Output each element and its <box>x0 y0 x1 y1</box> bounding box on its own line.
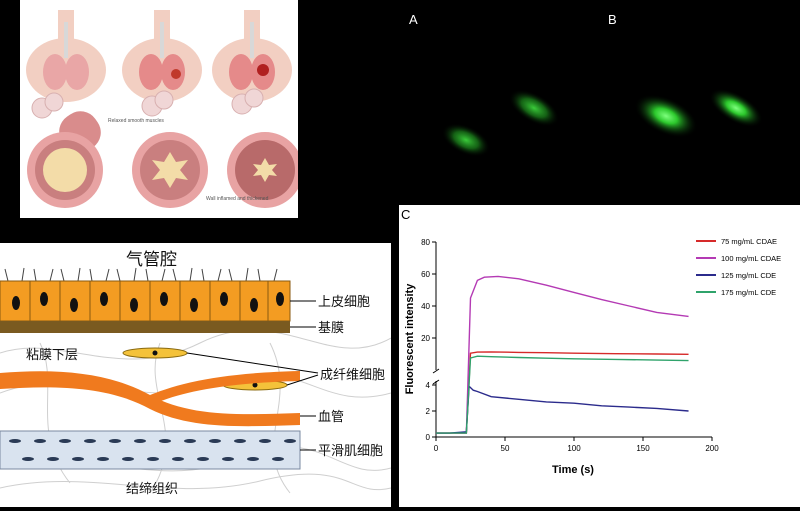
torso-normal <box>26 10 106 102</box>
bronchus-normal <box>27 92 103 208</box>
smooth-muscle-nuclei <box>9 439 296 461</box>
cell-glow-b2 <box>709 88 763 128</box>
label-relaxed-muscles: Relaxed smooth muscles <box>108 118 164 124</box>
airway-illustration: Relaxed smooth muscles Wall inflamed and… <box>20 0 303 218</box>
micrograph-b-svg <box>634 88 763 138</box>
torso-severe <box>212 10 292 102</box>
bronchus-inflamed <box>227 88 303 208</box>
x-tick-label: 0 <box>434 444 439 453</box>
label-lamina: 粘膜下层 <box>26 347 78 362</box>
label-wall-inflamed: Wall inflamed and thickened <box>206 196 269 202</box>
tissue-diagram: 气管腔 上皮细胞 基膜 粘膜下层 成纤维细胞 血管 平滑肌细胞 结缔组织 <box>0 243 392 507</box>
x-tick-label: 100 <box>567 444 581 453</box>
series-line-4 <box>436 355 689 434</box>
basement-membrane <box>0 321 290 333</box>
y-axis-label: Fluorescent intensity <box>404 283 416 395</box>
cell-glow-a2 <box>508 89 560 127</box>
label-basement: 基膜 <box>318 320 344 335</box>
axis-break-mark <box>432 379 440 385</box>
legend-entry: 125 mg/mL CDE <box>721 271 776 280</box>
y-tick-label: 80 <box>421 238 430 247</box>
bronchus-constricted <box>132 90 208 208</box>
y-tick-label: 40 <box>421 302 430 311</box>
axis-break-mark <box>432 368 440 374</box>
x-axis-label: Time (s) <box>552 464 594 476</box>
pointer-lines <box>186 300 319 451</box>
y-tick-label: 4 <box>426 381 431 390</box>
label-fibroblast: 成纤维细胞 <box>320 367 385 382</box>
legend-entry: 175 mg/mL CDE <box>721 288 776 297</box>
y-tick-label: 60 <box>421 270 430 279</box>
y-tick-label: 0 <box>426 433 431 442</box>
cell-glow-b1 <box>634 94 698 138</box>
series-line-3 <box>436 384 689 434</box>
x-tick-label: 150 <box>636 444 650 453</box>
cell-borders <box>29 281 269 321</box>
y-tick-label: 20 <box>421 334 430 343</box>
series-line-1 <box>436 351 689 434</box>
label-connective: 结缔组织 <box>126 481 178 496</box>
torso-asthma <box>122 10 202 102</box>
legend-entry: 75 mg/mL CDAE <box>721 237 777 246</box>
series-line-2 <box>436 275 689 434</box>
label-smooth-muscle: 平滑肌细胞 <box>318 443 383 458</box>
chart-legend: 75 mg/mL CDAE 100 mg/mL CDAE 125 mg/mL CDE… <box>696 237 781 297</box>
micrograph-a-svg <box>441 89 560 157</box>
airway-illustration-svg: Relaxed smooth muscles Wall inflamed and… <box>26 10 303 208</box>
cilia <box>4 267 278 282</box>
y-tick-label: 2 <box>426 407 431 416</box>
micrograph-a <box>414 38 591 198</box>
x-tick-label: 200 <box>705 444 719 453</box>
legend-entry: 100 mg/mL CDAE <box>721 254 781 263</box>
cell-glow-a1 <box>441 123 491 157</box>
smooth-muscle-layer <box>0 430 301 470</box>
label-epithelial: 上皮细胞 <box>318 294 370 309</box>
chart-series <box>436 275 689 434</box>
panel-label-b: B <box>608 12 617 27</box>
chart-panel: 20 40 60 80 0 2 4 0 50 100 150 200 75 mg/mL CDAE 100… <box>399 205 800 507</box>
blood-vessel <box>0 371 300 427</box>
label-vessel: 血管 <box>318 409 344 424</box>
panel-label-c: C <box>401 207 411 222</box>
micrograph-b <box>610 38 787 198</box>
x-tick-label: 50 <box>501 444 510 453</box>
panel-label-a: A <box>409 12 418 27</box>
tissue-diagram-svg: 气管腔 上皮细胞 基膜 粘膜下层 成纤维细胞 血管 平滑肌细胞 结缔组织 <box>0 250 392 496</box>
cell-nuclei <box>12 292 284 312</box>
label-lumen: 气管腔 <box>126 250 177 269</box>
